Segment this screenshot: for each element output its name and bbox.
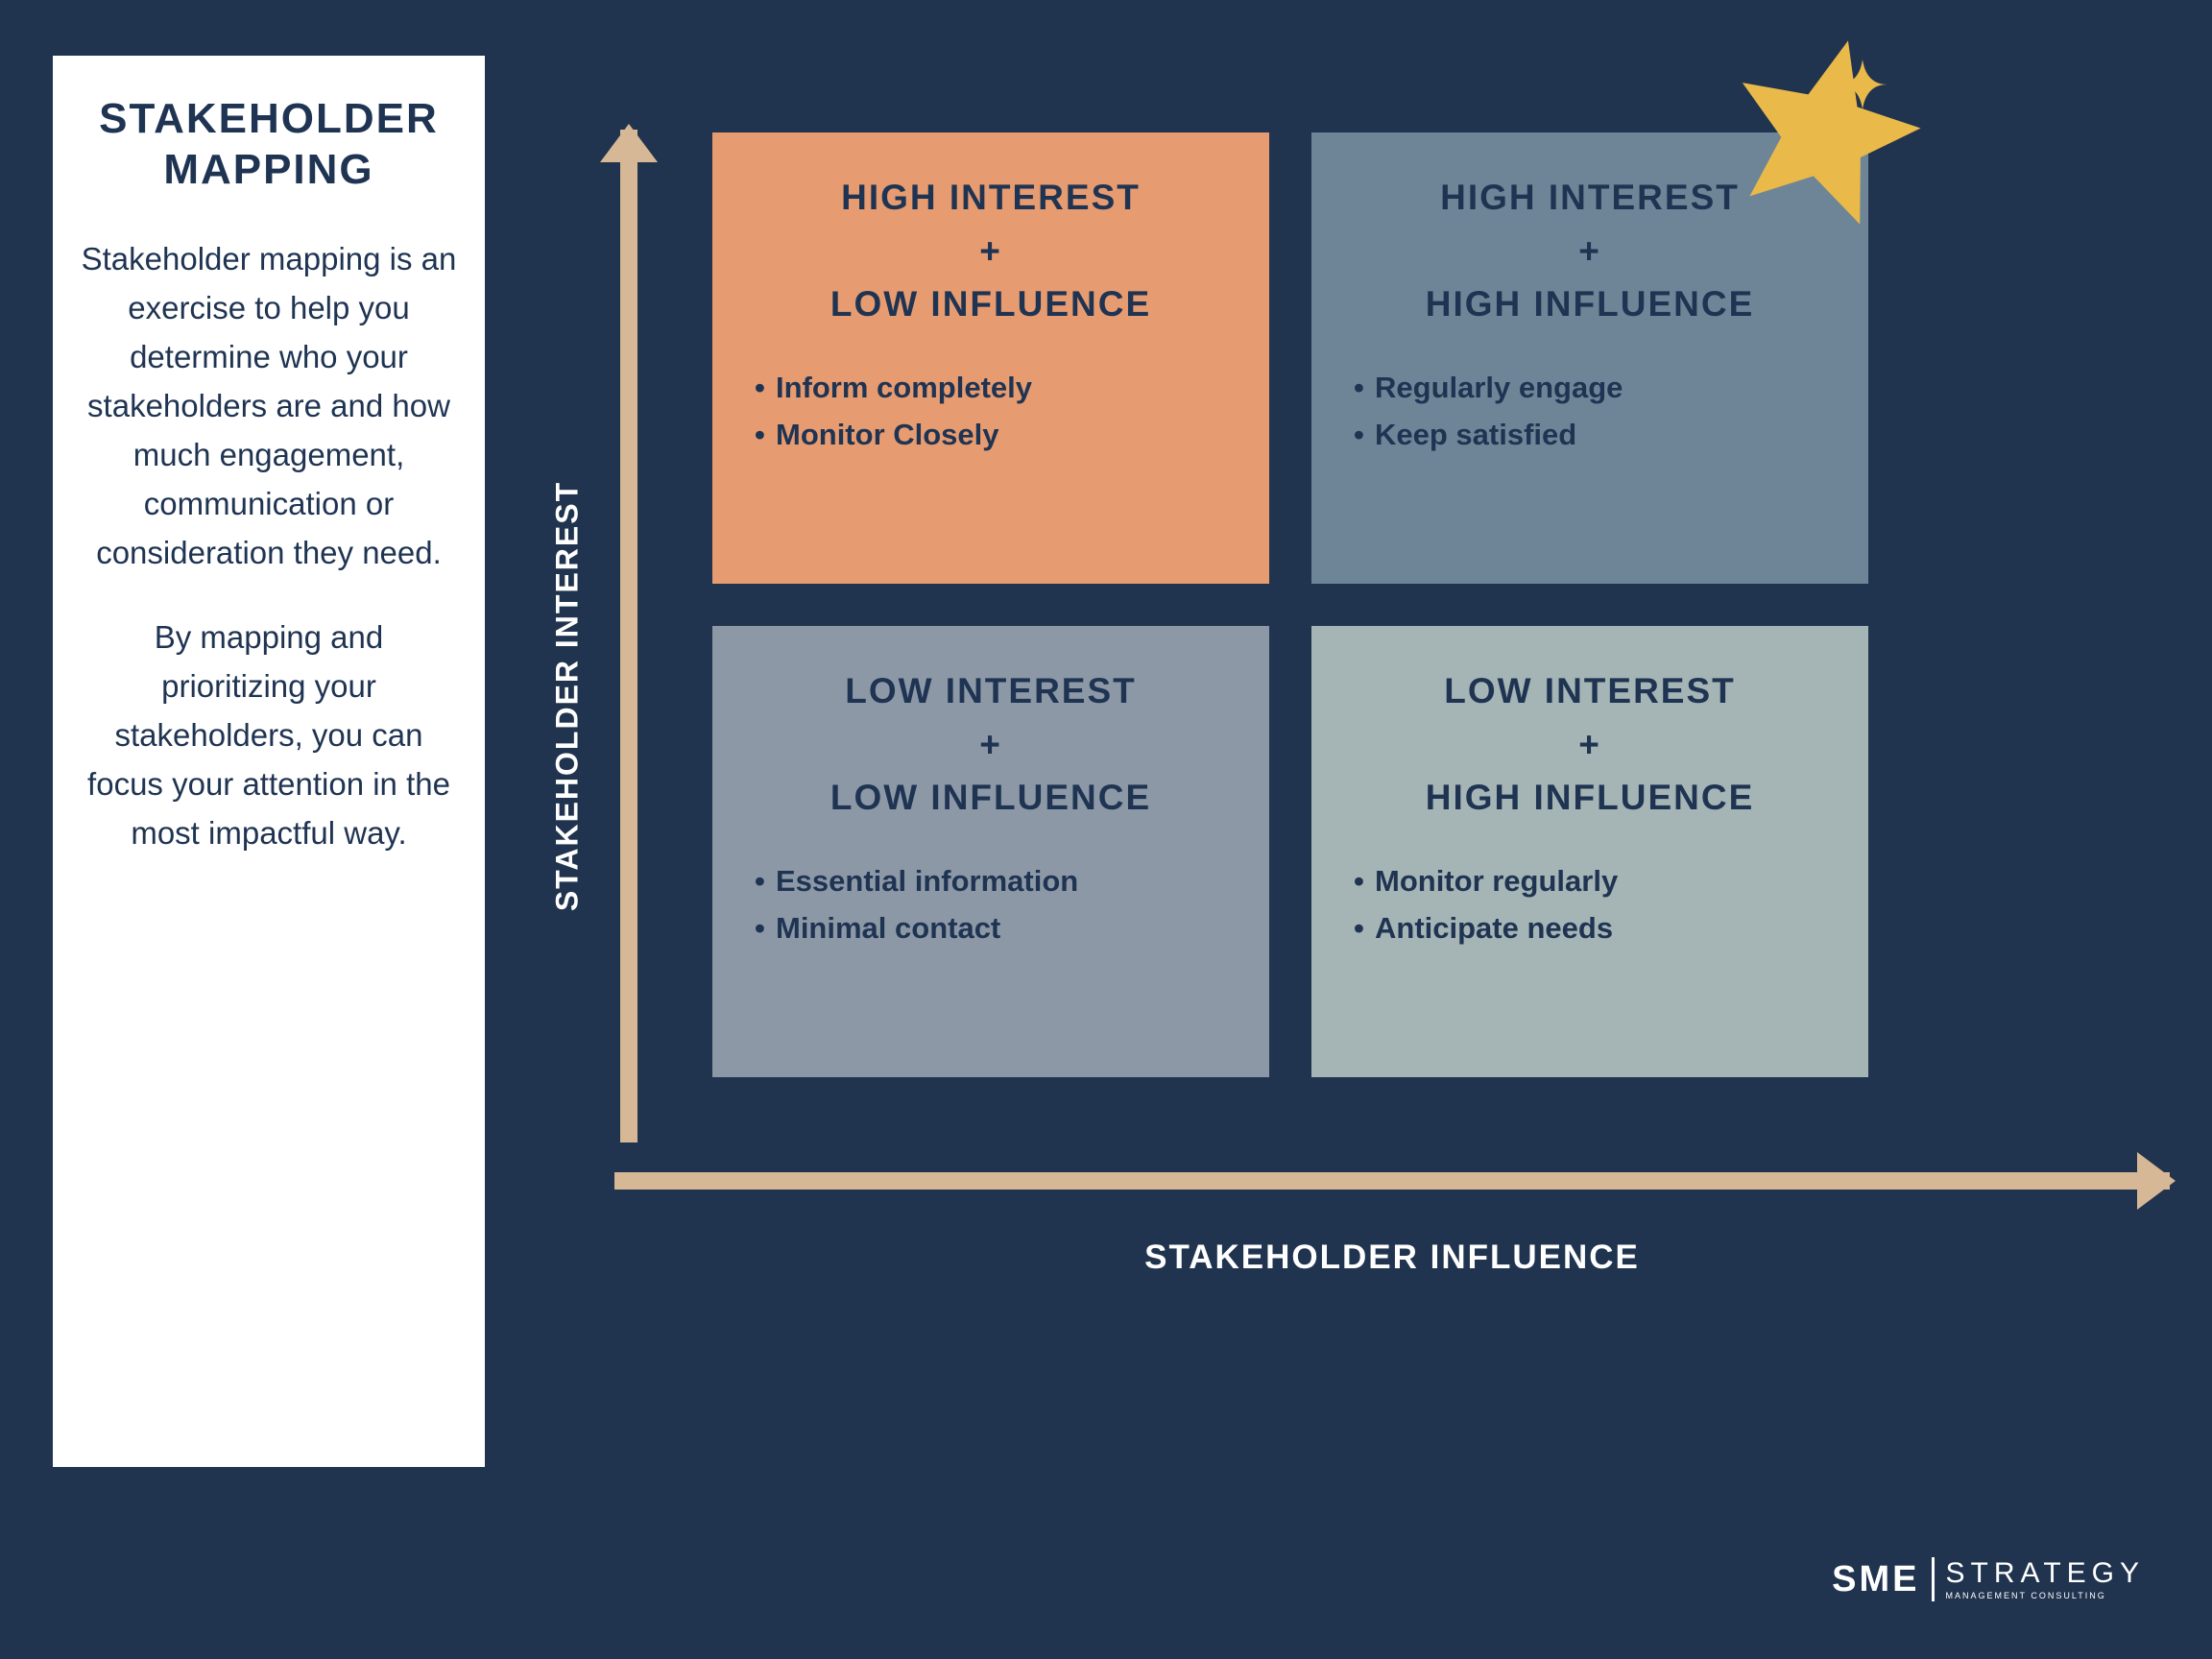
quadrant-bullet: Minimal contact (776, 904, 1227, 952)
sidebar-para-2: By mapping and prioritizing your stakeho… (80, 613, 458, 858)
y-axis-arrowhead (600, 124, 658, 162)
x-axis-label: STAKEHOLDER INFLUENCE (1144, 1238, 1640, 1277)
quadrant-q3: LOW INTEREST + LOW INFLUENCE Essential info… (712, 626, 1269, 1077)
y-axis-shaft (620, 130, 637, 1142)
quadrant-bullet: Keep satisfied (1375, 411, 1826, 459)
logo-sub: MANAGEMENT CONSULTING (1946, 1592, 2145, 1600)
quadrant-title-line2: LOW INFLUENCE (830, 284, 1151, 324)
quadrant-bullets: Regularly engageKeep satisfied (1354, 364, 1826, 459)
star-icon (1690, 0, 1959, 269)
quadrant-q4: LOW INTEREST + HIGH INFLUENCE Monitor regul… (1311, 626, 1868, 1077)
quadrant-title: LOW INTEREST + LOW INFLUENCE (755, 664, 1227, 825)
x-axis-shaft (614, 1172, 2170, 1190)
quadrant-bullet: Inform completely (776, 364, 1227, 412)
logo-sme: SME (1832, 1559, 1919, 1600)
brand-logo: SME STRATEGY MANAGEMENT CONSULTING (1832, 1557, 2145, 1601)
quadrant-bullets: Inform completelyMonitor Closely (755, 364, 1227, 459)
quadrant-title: HIGH INTEREST + LOW INFLUENCE (755, 171, 1227, 331)
sidebar-panel: STAKEHOLDER MAPPING Stakeholder mapping … (53, 56, 485, 1467)
logo-divider (1932, 1557, 1935, 1601)
quadrant-title-line1: HIGH INTEREST (841, 178, 1141, 217)
quadrant-q1: HIGH INTEREST + LOW INFLUENCE Inform comple… (712, 132, 1269, 584)
x-axis-arrowhead (2137, 1152, 2176, 1210)
quadrant-bullet: Regularly engage (1375, 364, 1826, 412)
quadrant-title-plus: + (1578, 231, 1601, 271)
y-axis-label: STAKEHOLDER INTEREST (550, 481, 586, 911)
quadrant-bullet: Monitor regularly (1375, 857, 1826, 905)
quadrant-title-line2: LOW INFLUENCE (830, 778, 1151, 817)
logo-brand: STRATEGY (1946, 1559, 2145, 1588)
quadrant-bullet: Anticipate needs (1375, 904, 1826, 952)
quadrant-title-line1: LOW INTEREST (1444, 671, 1736, 710)
quadrant-title-plus: + (979, 725, 1002, 764)
quadrant-bullets: Essential informationMinimal contact (755, 857, 1227, 952)
quadrant-title-plus: + (1578, 725, 1601, 764)
quadrant-title-line1: LOW INTEREST (845, 671, 1137, 710)
quadrant-bullet: Monitor Closely (776, 411, 1227, 459)
quadrant-title-plus: + (979, 231, 1002, 271)
infographic-canvas: STAKEHOLDER MAPPING Stakeholder mapping … (0, 0, 2212, 1659)
quadrant-title: LOW INTEREST + HIGH INFLUENCE (1354, 664, 1826, 825)
quadrant-title-line2: HIGH INFLUENCE (1426, 284, 1755, 324)
sidebar-title: STAKEHOLDER MAPPING (80, 94, 458, 196)
quadrant-bullet: Essential information (776, 857, 1227, 905)
quadrant-bullets: Monitor regularlyAnticipate needs (1354, 857, 1826, 952)
quadrant-title-line2: HIGH INFLUENCE (1426, 778, 1755, 817)
sidebar-para-1: Stakeholder mapping is an exercise to he… (80, 234, 458, 578)
logo-right: STRATEGY MANAGEMENT CONSULTING (1946, 1559, 2145, 1600)
